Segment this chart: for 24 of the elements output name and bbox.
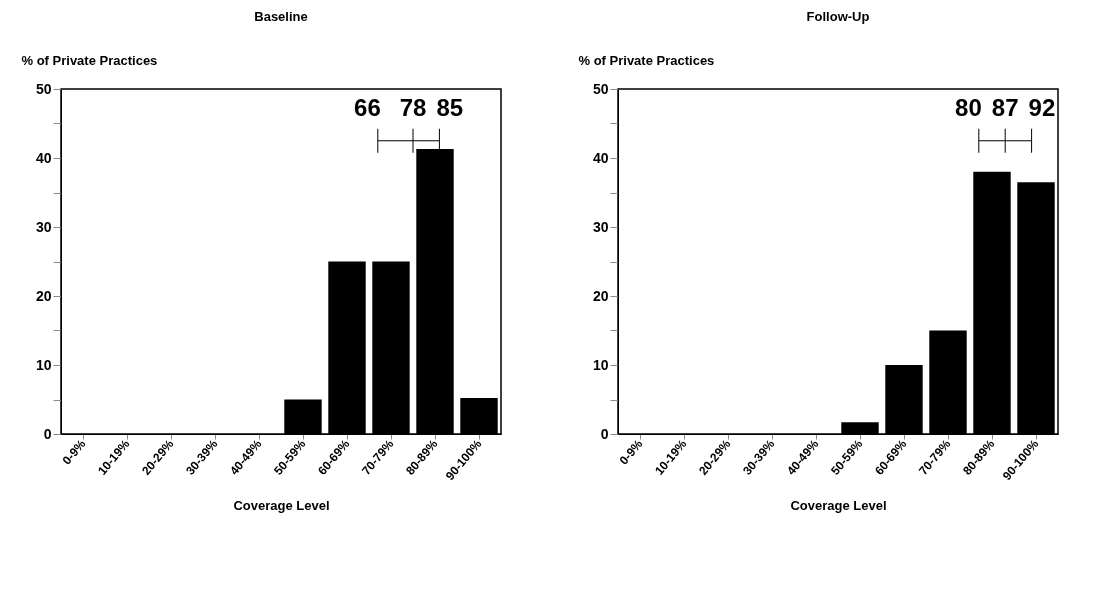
y-tick-label: 0 <box>600 425 609 442</box>
annotation: 80 <box>955 93 982 121</box>
y-tick-label: 10 <box>35 356 52 373</box>
annotation: 92 <box>1028 93 1056 121</box>
y-tick-label: 0 <box>43 425 52 442</box>
y-tick-label: 50 <box>592 80 609 97</box>
y-tick-label: 10 <box>592 356 609 373</box>
annotation: 87 <box>991 93 1019 121</box>
annotation: 85 <box>436 93 464 121</box>
annotation: 66 <box>354 93 381 121</box>
y-axis-title: % of Private Practices <box>21 52 158 68</box>
y-tick-label: 20 <box>35 287 52 304</box>
y-tick-label: 30 <box>35 218 52 235</box>
y-tick-label: 40 <box>35 149 52 166</box>
annotation: 78 <box>399 93 427 121</box>
y-tick-label: 30 <box>592 218 609 235</box>
x-axis-title: Coverage Level <box>790 498 887 514</box>
chart-title: Baseline <box>254 9 308 24</box>
y-axis-title: % of Private Practices <box>578 52 715 68</box>
y-tick-label: 40 <box>592 149 609 166</box>
y-tick-label: 50 <box>35 80 52 97</box>
y-tick-label: 20 <box>592 287 609 304</box>
chart-title: Follow-Up <box>806 9 870 24</box>
x-axis-title: Coverage Level <box>233 498 330 514</box>
